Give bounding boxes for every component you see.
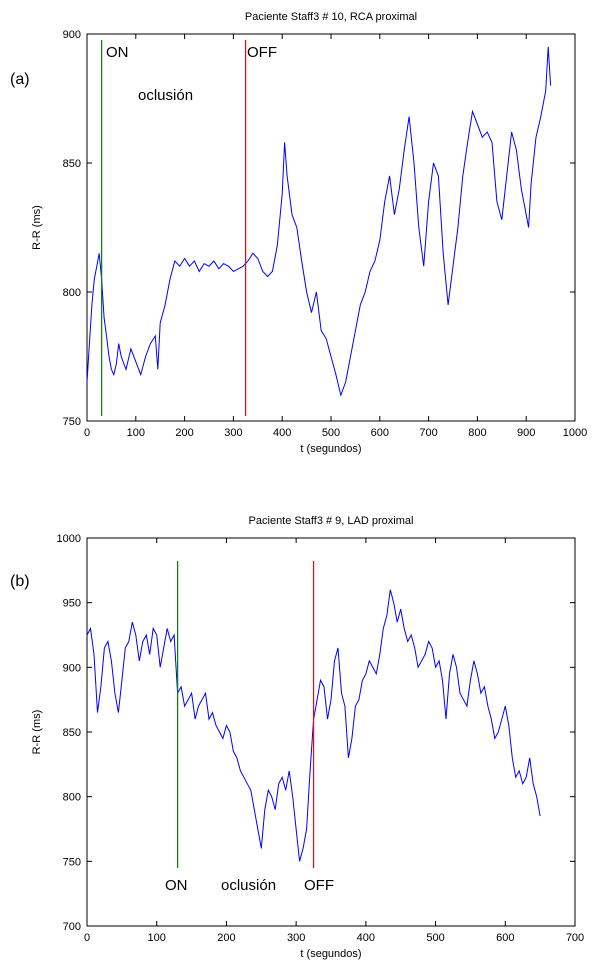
axes-frame xyxy=(86,537,576,927)
x-tick-label: 100 xyxy=(148,932,166,944)
x-tick-label: 100 xyxy=(127,427,145,439)
y-tick-label: 850 xyxy=(63,158,81,170)
y-axis-label: R-R (ms) xyxy=(31,205,43,250)
y-tick-label: 750 xyxy=(63,856,81,868)
rr-series-line xyxy=(86,46,552,397)
x-tick-label: 0 xyxy=(84,932,90,944)
chart-panel-a: Paciente Staff3 # 10, RCA proximal (a) 0 10… xyxy=(10,11,587,455)
annotation-occlusion: oclusión xyxy=(221,877,276,894)
chart-panel-b: Paciente Staff3 # 9, LAD proximal (b) 0 100… xyxy=(10,515,584,960)
y-tick-label: 800 xyxy=(63,287,81,299)
x-tick-label: 0 xyxy=(84,427,90,439)
y-tick-label: 750 xyxy=(63,416,81,428)
chart-title: Paciente Staff3 # 10, RCA proximal xyxy=(245,11,417,23)
x-tick-label: 800 xyxy=(468,427,486,439)
y-axis-label: R-R (ms) xyxy=(31,710,43,755)
x-tick-label: 600 xyxy=(371,427,389,439)
x-tick-label: 900 xyxy=(517,427,535,439)
y-tick-label: 850 xyxy=(63,727,81,739)
annotation-occlusion: oclusión xyxy=(138,87,193,104)
x-tick-label: 200 xyxy=(217,932,235,944)
x-tick-label: 400 xyxy=(357,932,375,944)
x-tick-label: 500 xyxy=(322,427,340,439)
annotation-off: OFF xyxy=(304,877,334,894)
panel-label: (a) xyxy=(10,71,30,88)
annotation-off: OFF xyxy=(247,44,277,61)
x-tick-label: 200 xyxy=(175,427,193,439)
annotation-on: ON xyxy=(106,44,129,61)
chart-title: Paciente Staff3 # 9, LAD proximal xyxy=(249,515,414,527)
y-tick-label: 700 xyxy=(63,921,81,933)
x-tick-label: 1000 xyxy=(563,427,587,439)
x-tick-label: 300 xyxy=(224,427,242,439)
y-tick-label: 950 xyxy=(63,598,81,610)
panel-label: (b) xyxy=(10,573,30,590)
y-tick-label: 1000 xyxy=(57,533,81,545)
x-tick-label: 300 xyxy=(287,932,305,944)
x-tick-label: 700 xyxy=(566,932,584,944)
x-tick-label: 400 xyxy=(273,427,291,439)
y-tick-label: 800 xyxy=(63,792,81,804)
x-tick-label: 700 xyxy=(419,427,437,439)
y-tick-label: 900 xyxy=(63,29,81,41)
annotation-on: ON xyxy=(165,877,188,894)
x-axis-label: t (segundos) xyxy=(300,443,361,455)
x-tick-label: 600 xyxy=(496,932,514,944)
x-axis-label: t (segundos) xyxy=(300,948,361,960)
x-tick-label: 500 xyxy=(426,932,444,944)
y-tick-label: 900 xyxy=(63,662,81,674)
